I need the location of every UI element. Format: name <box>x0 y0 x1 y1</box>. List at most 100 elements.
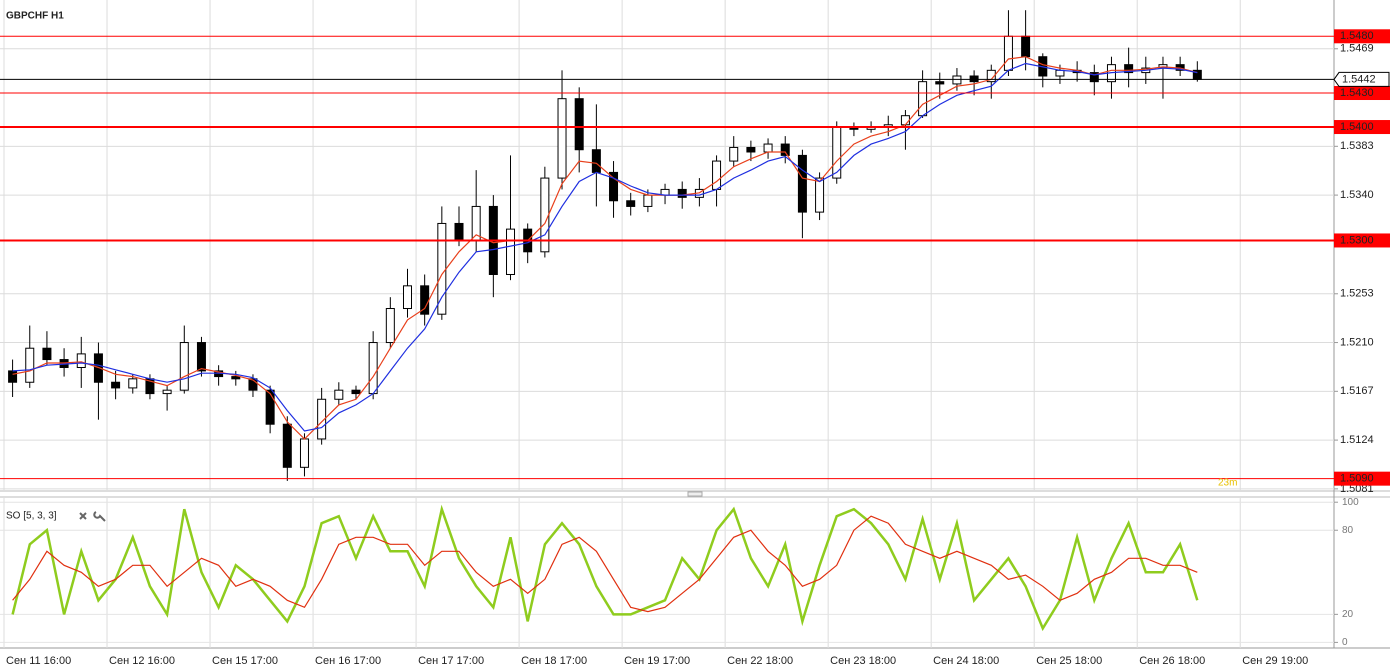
current-price-label: 1.5442 <box>1342 73 1376 85</box>
x-tick-label: Сен 11 16:00 <box>6 655 71 667</box>
candle-body <box>299 438 309 468</box>
candle-body <box>111 381 121 389</box>
price-level-box <box>1334 120 1390 135</box>
candle-body <box>231 376 241 380</box>
settings-icon[interactable] <box>93 511 106 522</box>
price-level-label: 1.5400 <box>1340 121 1374 133</box>
price-level-box <box>1334 471 1390 486</box>
candle-body <box>609 171 619 202</box>
y-tick-label: 100 <box>1342 497 1359 508</box>
series-line <box>12 62 1198 432</box>
candle-body <box>25 347 35 383</box>
candle-body <box>162 389 172 395</box>
candle-body <box>677 188 687 198</box>
candle-body <box>196 342 206 372</box>
y-tick-label: 0 <box>1342 637 1348 648</box>
candle-body <box>454 222 464 241</box>
candle-body <box>557 98 567 179</box>
candle-body <box>780 143 790 156</box>
price-level-box <box>1334 233 1390 248</box>
x-tick-label: Сен 24 18:00 <box>933 655 999 667</box>
x-tick-label: Сен 19 17:00 <box>624 655 690 667</box>
y-tick-label: 20 <box>1342 609 1354 620</box>
x-tick-label: Сен 26 18:00 <box>1139 655 1205 667</box>
price-level-label: 1.5300 <box>1340 234 1374 246</box>
series-line <box>12 515 1198 613</box>
x-tick-label: Сен 17 17:00 <box>418 655 484 667</box>
candle-body <box>918 81 928 117</box>
candle-body <box>797 154 807 213</box>
candle-body <box>763 143 773 153</box>
candle-body <box>368 342 378 395</box>
candle-body <box>437 222 447 315</box>
y-tick-label: 1.5081 <box>1340 483 1374 495</box>
candle-body <box>574 98 584 151</box>
candle-body <box>351 389 361 395</box>
price-level-label: 1.5480 <box>1340 30 1374 42</box>
x-tick-label: Сен 29 19:00 <box>1242 655 1308 667</box>
indicator-title: SO [5, 3, 3] <box>6 511 57 522</box>
marks <box>0 10 1334 632</box>
price-level-label: 1.5430 <box>1340 87 1374 99</box>
candle-body <box>179 342 189 391</box>
y-tick-label: 1.5340 <box>1340 189 1374 201</box>
pane-resize-handle[interactable] <box>687 491 703 497</box>
candle-body <box>317 398 327 440</box>
price-level-label: 1.5090 <box>1340 473 1374 485</box>
candle-body <box>1055 69 1065 77</box>
candle-body <box>385 308 395 344</box>
y-tick-label: 1.5210 <box>1340 336 1374 348</box>
x-tick-label: Сен 18 17:00 <box>521 655 587 667</box>
labels: Сен 11 16:00 Сен 12 16:00 Сен 15 17:00 Сен … <box>6 29 1390 667</box>
grid <box>0 0 1338 648</box>
current-price-box <box>1333 71 1390 87</box>
candle-body <box>591 149 601 173</box>
candle-body <box>1003 35 1013 71</box>
candle-body <box>282 423 292 468</box>
y-tick-label: 1.5383 <box>1340 140 1374 152</box>
y-tick-label: 80 <box>1342 525 1354 536</box>
y-tick-label: 1.5167 <box>1340 385 1374 397</box>
candle-body <box>1021 35 1031 58</box>
candle-body <box>76 353 86 368</box>
candle-body <box>402 285 412 310</box>
candle-body <box>935 81 945 85</box>
candle-body <box>506 228 516 275</box>
y-tick-label: 1.5253 <box>1340 288 1374 300</box>
candle-body <box>8 370 18 383</box>
chart-title: GBPCHF H1 <box>6 11 64 22</box>
price-level-box <box>1334 29 1390 44</box>
candle-body <box>746 146 756 153</box>
series-line <box>12 56 1198 440</box>
x-tick-label: Сен 15 17:00 <box>212 655 278 667</box>
series-line <box>11 504 1199 632</box>
x-tick-label: Сен 25 18:00 <box>1036 655 1102 667</box>
candle-body <box>969 75 979 83</box>
y-tick-label: 1.5469 <box>1340 43 1374 55</box>
x-tick-label: Сен 16 17:00 <box>315 655 381 667</box>
candle-body <box>626 200 636 207</box>
x-tick-label: Сен 23 18:00 <box>830 655 896 667</box>
candle-body <box>128 378 138 389</box>
y-tick-label: 1.5124 <box>1340 434 1374 446</box>
candle-body <box>265 389 275 425</box>
candle-body <box>952 75 962 85</box>
remove-indicator-icon[interactable] <box>79 512 87 520</box>
candle-body <box>900 115 910 126</box>
candle-body <box>815 177 825 213</box>
candle-body <box>1089 72 1099 83</box>
candle-body <box>643 194 653 207</box>
candle-body <box>1124 64 1134 74</box>
timer-annotation: 23m <box>1218 478 1237 489</box>
candle-body <box>712 160 722 190</box>
x-tick-label: Сен 22 18:00 <box>727 655 793 667</box>
candle-body <box>42 347 52 361</box>
x-tick-label: Сен 12 16:00 <box>109 655 175 667</box>
candle-body <box>248 378 258 391</box>
candle-body <box>729 146 739 162</box>
price-level-box <box>1334 86 1390 101</box>
candle-body <box>334 389 344 400</box>
